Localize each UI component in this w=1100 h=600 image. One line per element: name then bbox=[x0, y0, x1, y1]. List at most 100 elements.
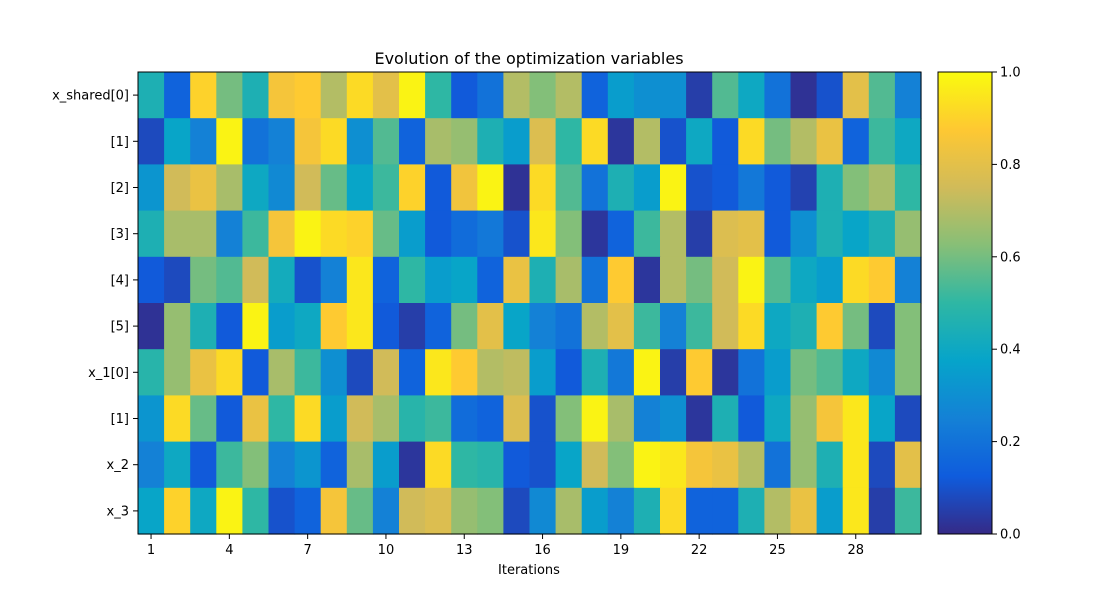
heatmap-cell bbox=[894, 487, 922, 535]
heatmap-cell bbox=[607, 487, 635, 535]
x-tick-label: 1 bbox=[147, 543, 155, 558]
heatmap-cell bbox=[581, 441, 609, 489]
heatmap-cell bbox=[503, 441, 531, 489]
heatmap-cell bbox=[346, 441, 374, 489]
heatmap-cell bbox=[372, 395, 400, 443]
heatmap-cell bbox=[764, 349, 792, 396]
heatmap-cell bbox=[842, 303, 870, 350]
heatmap-cell bbox=[529, 210, 557, 258]
y-tick-label: x_2 bbox=[107, 458, 129, 473]
heatmap-cell bbox=[372, 487, 400, 535]
heatmap-cell bbox=[138, 72, 165, 119]
heatmap-cell bbox=[555, 256, 583, 304]
heatmap-cell bbox=[712, 256, 739, 304]
heatmap-cell bbox=[894, 164, 922, 212]
heatmap-cell bbox=[190, 72, 217, 119]
heatmap-cell bbox=[242, 72, 270, 119]
heatmap-cell bbox=[399, 349, 426, 396]
x-tick-label: 4 bbox=[225, 543, 233, 558]
heatmap-cell bbox=[686, 72, 713, 119]
heatmap-cell bbox=[216, 72, 243, 119]
heatmap-cell bbox=[686, 256, 713, 304]
heatmap-cell bbox=[294, 395, 322, 443]
colorbar-tick-label: 0.6 bbox=[1000, 250, 1021, 265]
heatmap-cell bbox=[529, 349, 557, 396]
colorbar-tick-label: 1.0 bbox=[1000, 66, 1021, 81]
heatmap-cell bbox=[842, 395, 870, 443]
heatmap-cell bbox=[555, 395, 583, 443]
heatmap-cell bbox=[555, 303, 583, 350]
heatmap-cell bbox=[216, 118, 243, 165]
heatmap-cell bbox=[581, 210, 609, 258]
heatmap-cell bbox=[894, 349, 922, 396]
heatmap-cell bbox=[686, 164, 713, 212]
heatmap-cell bbox=[660, 164, 687, 212]
heatmap-cell bbox=[816, 72, 844, 119]
heatmap-cell bbox=[503, 210, 531, 258]
heatmap-cell bbox=[816, 256, 844, 304]
heatmap-cell bbox=[894, 395, 922, 443]
heatmap-cell bbox=[764, 164, 792, 212]
heatmap-cell bbox=[477, 72, 504, 119]
heatmap-cell bbox=[738, 118, 765, 165]
heatmap-cell bbox=[242, 118, 270, 165]
heatmap-cell bbox=[425, 487, 452, 535]
heatmap-cell bbox=[607, 118, 635, 165]
x-tick-label: 13 bbox=[456, 543, 473, 558]
heatmap-cell bbox=[790, 256, 818, 304]
heatmap-cell bbox=[190, 349, 217, 396]
heatmap-cell bbox=[868, 487, 896, 535]
heatmap-cell bbox=[842, 487, 870, 535]
heatmap-cell bbox=[868, 395, 896, 443]
y-axis-ticks: x_shared[0] [1] [2] [3] [4] [5] x_1[0] [1] x_2 x_… bbox=[52, 89, 138, 519]
heatmap-cell bbox=[216, 441, 243, 489]
heatmap-cell bbox=[894, 118, 922, 165]
heatmap-cell bbox=[790, 303, 818, 350]
heatmap-cell bbox=[372, 441, 400, 489]
heatmap-cell bbox=[894, 256, 922, 304]
x-tick-label: 7 bbox=[304, 543, 312, 558]
heatmap-cell bbox=[868, 441, 896, 489]
heatmap-cell bbox=[529, 303, 557, 350]
heatmap-cell bbox=[686, 118, 713, 165]
heatmap-cell bbox=[529, 118, 557, 165]
heatmap-cell bbox=[164, 487, 191, 535]
heatmap-cell bbox=[790, 441, 818, 489]
x-axis-ticks: 1 4 7 10 13 16 19 22 25 28 bbox=[147, 534, 864, 558]
heatmap-cell bbox=[138, 349, 165, 396]
heatmap-cell bbox=[216, 210, 243, 258]
heatmap-cell bbox=[581, 487, 609, 535]
heatmap-cell bbox=[633, 210, 661, 258]
heatmap-cell bbox=[503, 164, 531, 212]
heatmap-cell bbox=[581, 72, 609, 119]
heatmap-cell bbox=[320, 441, 348, 489]
heatmap-cell bbox=[372, 118, 400, 165]
heatmap-cell bbox=[555, 72, 583, 119]
heatmap-cell bbox=[816, 303, 844, 350]
y-tick-label: [2] bbox=[111, 181, 129, 196]
heatmap-cell bbox=[346, 164, 374, 212]
heatmap-cell bbox=[790, 487, 818, 535]
heatmap-cell bbox=[190, 256, 217, 304]
heatmap-cell bbox=[816, 395, 844, 443]
heatmap-cell bbox=[503, 256, 531, 304]
heatmap-cell bbox=[868, 256, 896, 304]
heatmap-cell bbox=[216, 256, 243, 304]
heatmap-cell bbox=[607, 72, 635, 119]
x-tick-label: 22 bbox=[691, 543, 708, 558]
heatmap-cell bbox=[294, 210, 322, 258]
heatmap-cell bbox=[738, 441, 765, 489]
heatmap-cell bbox=[399, 72, 426, 119]
heatmap-cell bbox=[633, 256, 661, 304]
y-tick-label: x_shared[0] bbox=[52, 89, 129, 104]
y-tick-label: [5] bbox=[111, 320, 129, 335]
colorbar-tick-label: 0.8 bbox=[1000, 158, 1021, 173]
heatmap-cell bbox=[346, 256, 374, 304]
heatmap-cell bbox=[581, 395, 609, 443]
chart-title: Evolution of the optimization variables bbox=[374, 49, 683, 68]
heatmap-cell bbox=[268, 303, 296, 350]
heatmap-cell bbox=[660, 395, 687, 443]
heatmap-cell bbox=[842, 72, 870, 119]
heatmap-cell bbox=[477, 303, 504, 350]
heatmap-cell bbox=[399, 441, 426, 489]
